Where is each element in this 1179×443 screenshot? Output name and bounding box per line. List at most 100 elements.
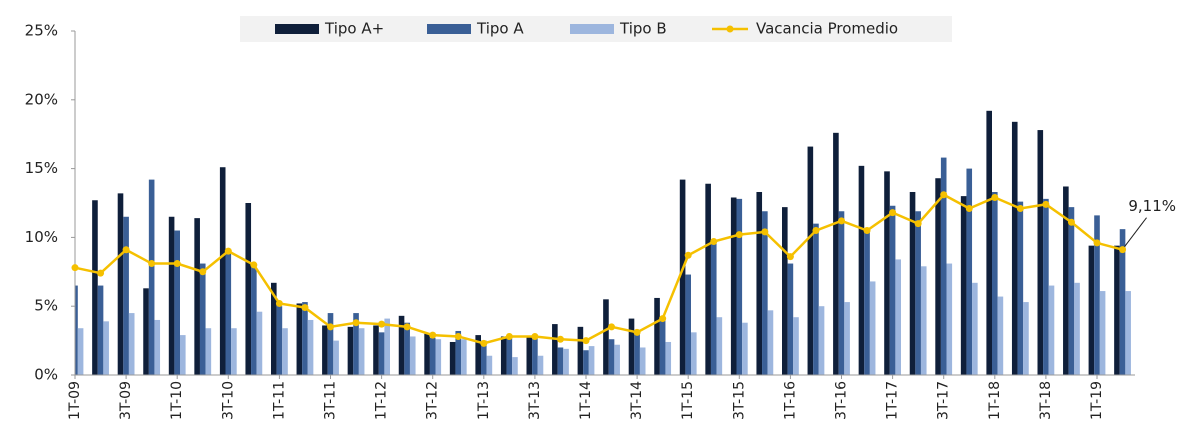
bar <box>435 339 442 375</box>
line-marker <box>275 299 283 307</box>
plot-area <box>75 110 1131 375</box>
bar <box>563 348 569 375</box>
line-marker <box>786 253 794 261</box>
bar <box>512 357 518 375</box>
bar <box>199 263 206 375</box>
line-marker <box>684 251 692 259</box>
y-tick-label: 25% <box>25 22 58 40</box>
bar <box>245 203 252 375</box>
bar <box>639 347 646 375</box>
bar <box>920 266 927 375</box>
line-marker <box>710 238 718 246</box>
line-marker <box>403 323 411 331</box>
x-tick-label: 1T-09 <box>67 381 83 420</box>
bar <box>256 311 263 375</box>
bar <box>174 230 180 375</box>
bar <box>128 313 135 375</box>
line-marker <box>480 339 488 347</box>
line-marker <box>122 246 130 254</box>
bar <box>526 336 533 375</box>
bar <box>577 326 584 375</box>
x-tick-label: 1T-17 <box>885 381 901 420</box>
bar <box>588 346 595 375</box>
line-marker <box>327 323 334 331</box>
bar <box>481 340 487 375</box>
y-tick-label: 20% <box>25 90 58 108</box>
legend-swatch <box>570 24 614 34</box>
x-tick-label: 3T-13 <box>527 381 543 420</box>
bar <box>1119 229 1126 375</box>
bar <box>654 297 660 375</box>
line-marker <box>378 320 386 328</box>
label-leader <box>1124 217 1147 247</box>
bar <box>1048 285 1055 375</box>
bar <box>742 322 748 375</box>
bar <box>691 332 697 375</box>
bar <box>282 328 288 375</box>
bar <box>946 263 953 375</box>
line-marker <box>582 337 590 345</box>
x-tick-label: 1T-15 <box>680 381 696 420</box>
line-marker <box>531 332 539 340</box>
line-marker <box>965 205 973 213</box>
data-label: 9,11% <box>1128 197 1176 215</box>
bar <box>608 339 615 375</box>
bar <box>935 178 941 375</box>
bar <box>404 322 410 375</box>
bar <box>787 263 794 375</box>
line-marker <box>761 228 769 236</box>
legend-label: Tipo B <box>619 20 667 38</box>
bar <box>710 241 717 375</box>
bar <box>103 321 109 375</box>
bar <box>659 317 666 375</box>
bar <box>194 218 200 375</box>
bar <box>455 330 462 375</box>
bar <box>271 282 277 375</box>
x-tick-label: 3T-12 <box>425 381 441 420</box>
x-tick-label: 1T-16 <box>782 381 798 420</box>
line-marker <box>97 269 105 277</box>
line-marker <box>659 315 667 323</box>
bar <box>506 336 513 375</box>
bar <box>756 191 763 375</box>
bar <box>143 288 149 375</box>
bar <box>154 319 161 375</box>
x-tick-label: 3T-10 <box>220 381 236 420</box>
bar <box>1088 245 1095 375</box>
bar <box>833 132 839 375</box>
x-tick-label: 3T-16 <box>834 381 850 420</box>
line-marker <box>1042 200 1050 208</box>
bar <box>97 285 104 375</box>
bar <box>322 325 328 375</box>
line-marker <box>1093 239 1101 247</box>
legend-label: Tipo A <box>476 20 524 38</box>
bar <box>347 326 354 375</box>
bar <box>231 328 237 375</box>
bar <box>486 355 493 375</box>
x-tick-label: 1T-10 <box>169 381 185 420</box>
bar <box>736 198 743 375</box>
bar <box>251 264 257 375</box>
line-marker <box>71 264 79 272</box>
y-tick-label: 0% <box>34 366 58 384</box>
line-marker <box>556 335 564 343</box>
line-marker <box>429 331 437 339</box>
line-marker <box>863 227 871 235</box>
bar <box>117 193 124 375</box>
bar <box>884 171 890 375</box>
bar <box>628 318 635 375</box>
y-tick-label: 5% <box>34 297 58 315</box>
line-marker <box>812 227 820 235</box>
line-marker <box>1016 205 1024 213</box>
bar <box>302 302 308 375</box>
bar <box>838 211 845 375</box>
x-tick-label: 1T-11 <box>271 381 287 420</box>
bar <box>77 328 84 375</box>
legend-label: Tipo A+ <box>324 20 384 38</box>
bar <box>966 168 973 375</box>
bar <box>1017 201 1024 375</box>
bar <box>1099 291 1106 375</box>
bar <box>864 230 870 375</box>
bar <box>889 205 896 375</box>
bar <box>940 157 947 375</box>
